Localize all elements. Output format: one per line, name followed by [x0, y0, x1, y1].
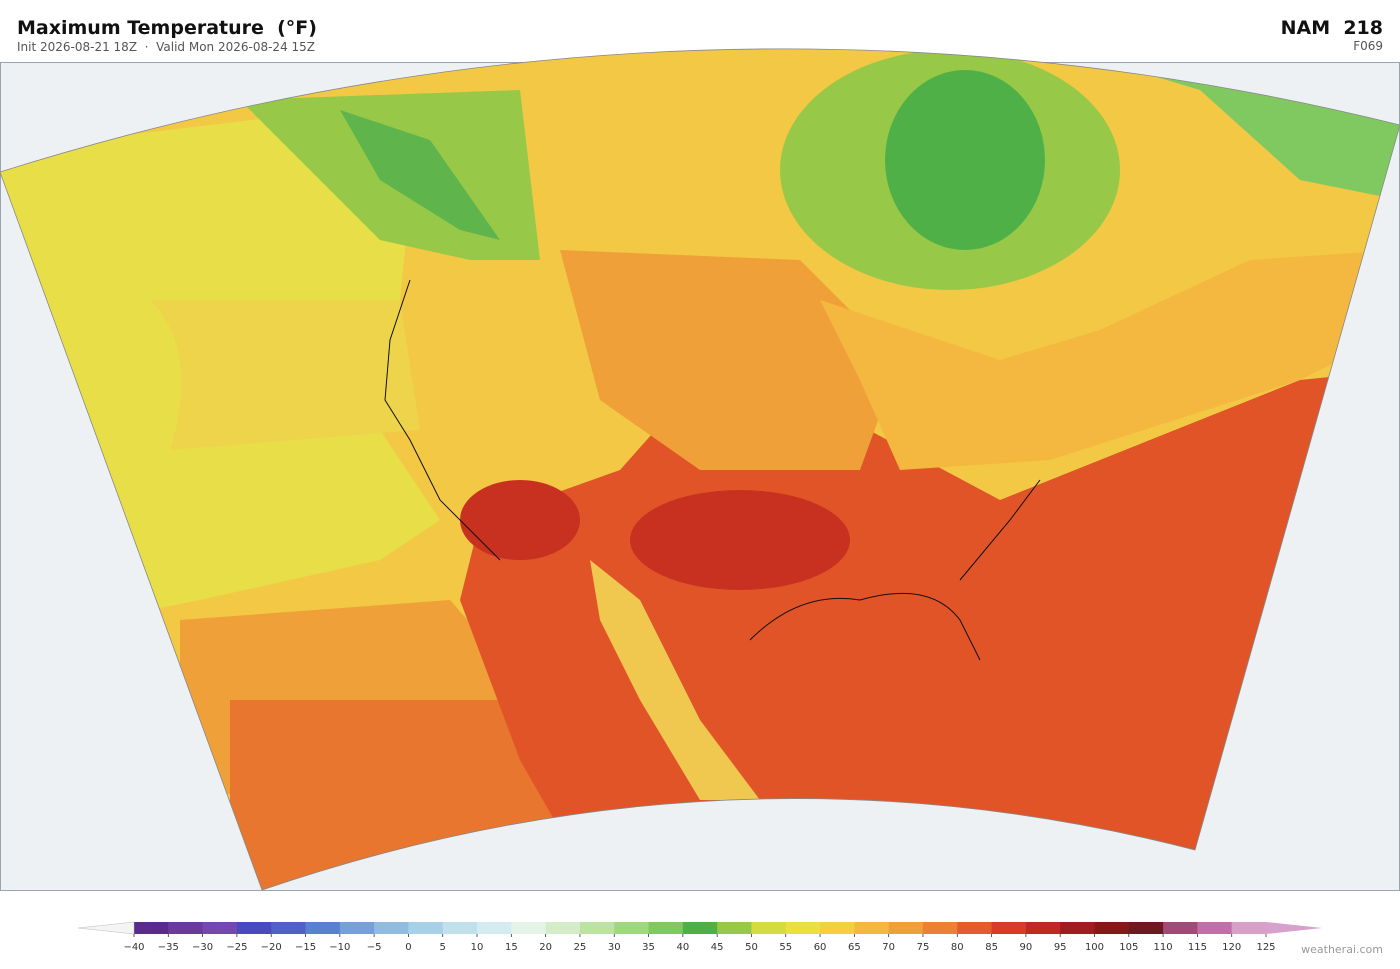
- colorbar-tick-label: 80: [951, 942, 964, 953]
- colorbar-segment: [1231, 922, 1267, 934]
- colorbar-tick-label: −40: [123, 942, 144, 953]
- colorbar-segment: [682, 922, 718, 934]
- colorbar-segment: [717, 922, 752, 934]
- colorbar-tick-label: 95: [1054, 942, 1067, 953]
- colorbar-tick-label: 30: [608, 942, 621, 953]
- colorbar-tick-label: 45: [711, 942, 724, 953]
- colorbar-segment: [888, 922, 924, 934]
- colorbar-segment: [442, 922, 478, 934]
- field-rockies: [340, 110, 500, 240]
- colorbar-segment: [1128, 922, 1164, 934]
- colorbar-segment: [1163, 922, 1198, 934]
- colorbar-segment: [202, 922, 238, 934]
- colorbar: −40 −35 −30 −25 −20 −15 −10 −5 0 5 10 15 20 25 30 35 40 4…: [77, 921, 1322, 953]
- colorbar-tick-label: 65: [848, 942, 861, 953]
- colorbar-segment: [854, 922, 890, 934]
- field-desert-heat: [460, 480, 580, 560]
- colorbar-over: [1266, 922, 1322, 934]
- colorbar-tick-label: 20: [539, 942, 552, 953]
- colorbar-tick-label: 10: [471, 942, 484, 953]
- colorbar-tick-label: 70: [882, 942, 895, 953]
- colorbar-segment: [134, 922, 169, 934]
- colorbar-tick-label: 125: [1256, 942, 1275, 953]
- colorbar-tick-label: 5: [440, 942, 446, 953]
- colorbar-tick-label: −35: [158, 942, 179, 953]
- colorbar-segment: [751, 922, 787, 934]
- temperature-field: [0, 48, 1400, 890]
- colorbar-tick-label: 55: [779, 942, 792, 953]
- field-plains: [560, 250, 900, 470]
- colorbar-segment: [1197, 922, 1233, 934]
- colorbar-segment: [614, 922, 650, 934]
- field-mexico-plateau: [590, 560, 760, 800]
- colorbar-segment: [271, 922, 307, 934]
- colorbar-segment: [579, 922, 615, 934]
- field-hudson-core: [885, 70, 1045, 250]
- colorbar-segment: [922, 922, 958, 934]
- colorbar-tick-label: 50: [745, 942, 758, 953]
- colorbar-segment: [511, 922, 547, 934]
- colorbar-segment: [477, 922, 512, 934]
- colorbar-tick-label: 35: [642, 942, 655, 953]
- title: Maximum Temperature (°F): [17, 17, 317, 39]
- field-texas-heat: [630, 490, 850, 590]
- subtitle: Init 2026-08-21 18Z · Valid Mon 2026-08-…: [17, 40, 315, 54]
- colorbar-tick-label: 105: [1119, 942, 1138, 953]
- field-pacific: [150, 300, 420, 450]
- colorbar-tick-label: −30: [192, 942, 213, 953]
- west-coastline: [384, 279, 501, 561]
- colorbar-segment: [820, 922, 855, 934]
- field-northeast: [820, 250, 1400, 470]
- map: [0, 48, 1400, 891]
- colorbar-tick-label: −10: [329, 942, 350, 953]
- colorbar-segment: [648, 922, 684, 934]
- colorbar-tick-label: −15: [295, 942, 316, 953]
- colorbar-segment: [1094, 922, 1130, 934]
- colorbar-tick-label: 85: [985, 942, 998, 953]
- colorbar-tick-label: 60: [814, 942, 827, 953]
- colorbar-tick-label: −25: [226, 942, 247, 953]
- colorbar-segment: [408, 922, 444, 934]
- colorbar-segment: [168, 922, 204, 934]
- colorbar-tick-label: 75: [917, 942, 930, 953]
- colorbar-segment: [785, 922, 821, 934]
- colorbar-segment: [1060, 922, 1095, 934]
- colorbar-tick-label: 40: [676, 942, 689, 953]
- colorbar-segment: [991, 922, 1027, 934]
- colorbar-segment: [236, 922, 272, 934]
- colorbar-tick-label: −20: [261, 942, 282, 953]
- domain-outline: [0, 48, 1400, 891]
- model-label: NAM 218: [1281, 17, 1383, 39]
- colorbar-segment: [957, 922, 993, 934]
- colorbar-segment: [305, 922, 341, 934]
- colorbar-tick-label: 115: [1188, 942, 1207, 953]
- colorbar-tick-label: 15: [505, 942, 518, 953]
- colorbar-tick-label: 90: [1020, 942, 1033, 953]
- colorbar-segment: [374, 922, 409, 934]
- watermark: weatherai.com: [1301, 943, 1383, 956]
- colorbar-tick-label: 100: [1085, 942, 1104, 953]
- field-tropical-pacific: [230, 700, 600, 890]
- colorbar-tick-label: 110: [1154, 942, 1173, 953]
- colorbar-under: [77, 921, 135, 935]
- colorbar-segment: [339, 922, 375, 934]
- gulf-coastline: [749, 479, 1041, 661]
- colorbar-tick-label: 0: [405, 942, 411, 953]
- colorbar-segment: [545, 922, 581, 934]
- colorbar-tick-label: −5: [367, 942, 382, 953]
- forecast-hour: F069: [1353, 39, 1383, 53]
- colorbar-tick-label: 120: [1222, 942, 1241, 953]
- colorbar-tick-label: 25: [574, 942, 587, 953]
- colorbar-segment: [1025, 922, 1061, 934]
